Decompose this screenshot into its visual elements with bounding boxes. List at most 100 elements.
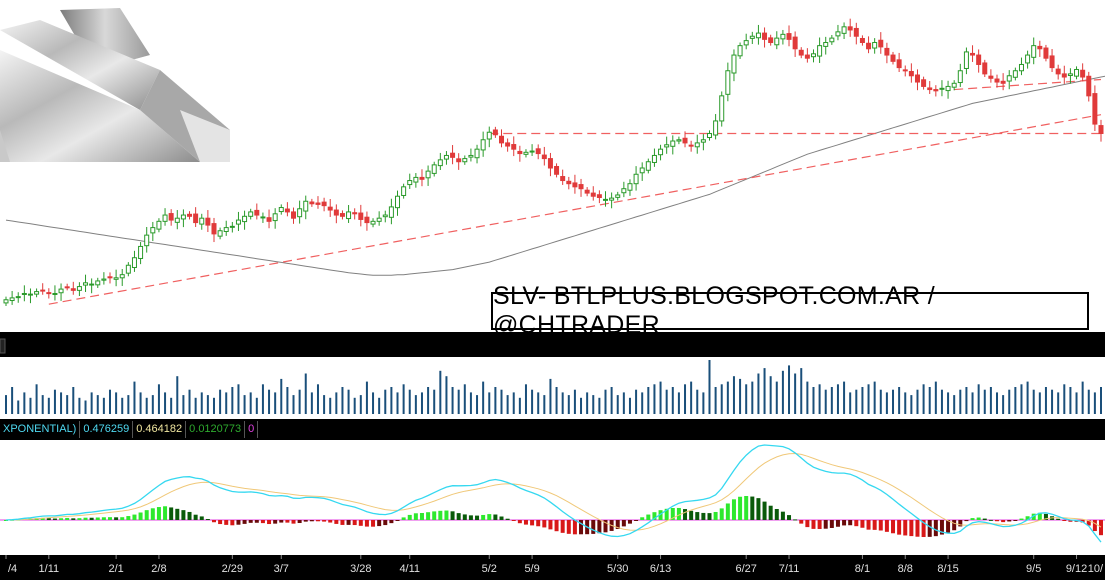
candle (303, 195, 309, 220)
macd-histogram-bar (475, 515, 480, 520)
macd-histogram-bar (487, 514, 492, 520)
volume-bar (794, 373, 797, 414)
time-axis-label: 4/11 (399, 563, 420, 575)
macd-histogram-bar (371, 520, 376, 527)
candle (1055, 64, 1061, 80)
volume-bar (17, 400, 20, 414)
volume-bar (573, 389, 576, 414)
time-axis-label: 2/29 (222, 563, 243, 575)
candle-body (835, 31, 841, 37)
candle (34, 288, 40, 298)
candle (541, 146, 547, 166)
candle (327, 198, 333, 217)
candle-body (774, 37, 780, 46)
candle-body (64, 286, 70, 289)
macd-histogram-bar (218, 520, 223, 525)
volume-bar (1044, 387, 1047, 414)
volume-bar (194, 397, 197, 414)
macd-histogram-bar (1025, 516, 1030, 520)
macd-histogram-bar (915, 520, 920, 537)
candle-body (755, 32, 761, 39)
candle (1067, 68, 1073, 84)
candle (566, 176, 572, 190)
volume-bar (298, 389, 301, 414)
candle (321, 197, 327, 212)
macd-histogram-bar (842, 520, 847, 526)
macd-histogram-bar (395, 520, 400, 521)
candle-body (1000, 80, 1006, 84)
volume-bar (176, 376, 179, 414)
macd-diff: 0.0120773 (186, 421, 246, 438)
volume-bar (922, 384, 925, 414)
volume-bar (849, 392, 852, 414)
candle-body (291, 211, 297, 219)
volume-bar (543, 395, 546, 414)
candle (395, 190, 401, 216)
macd-histogram-bar (664, 508, 669, 520)
macd-histogram-bar (285, 520, 290, 523)
macd-histogram-bar (548, 520, 553, 530)
macd-readout: XPONENTIAL) 0.476259 0.464182 0.0120773 … (0, 421, 259, 438)
macd-histogram-bar (738, 496, 743, 520)
candle-body (419, 176, 425, 180)
macd-histogram-bar (383, 520, 388, 526)
macd-histogram-bar (725, 503, 730, 520)
macd-histogram-bar (780, 511, 785, 520)
time-axis-label: 8/8 (898, 563, 913, 575)
candle (859, 35, 865, 46)
macd-histogram-bar (554, 520, 559, 532)
macd-histogram-bar (101, 517, 106, 520)
candle-body (810, 53, 816, 58)
macd-histogram-bar (982, 518, 987, 520)
candle-body (205, 217, 211, 226)
candle-body (83, 282, 89, 286)
macd-histogram-bar (1092, 520, 1097, 532)
volume-bar (261, 384, 264, 414)
macd-histogram-bar (444, 510, 449, 520)
candle (933, 85, 939, 97)
macd-histogram-bar (322, 520, 327, 522)
candle-body (101, 278, 107, 281)
volume-bar (280, 378, 283, 414)
candle-body (297, 208, 303, 218)
candle (95, 277, 101, 288)
time-axis-label: 9/5 (1026, 563, 1041, 575)
volume-bar (1087, 389, 1090, 414)
candle-body (621, 188, 627, 194)
volume-pane-handle[interactable] (0, 338, 6, 354)
macd-histogram-bar (297, 520, 302, 524)
candle (217, 227, 223, 240)
candle-body (187, 213, 193, 217)
macd-histogram-bar (615, 520, 620, 530)
candle-body (358, 212, 364, 220)
macd-histogram-bar (536, 520, 541, 527)
candle (713, 114, 719, 140)
macd-histogram-bar (750, 496, 755, 520)
candle (835, 24, 841, 41)
volume-bar (255, 397, 258, 414)
volume-bar (335, 392, 338, 414)
candle-body (951, 82, 957, 88)
candle-body (633, 173, 639, 185)
candle-body (957, 70, 963, 84)
macd-histogram-bar (872, 520, 877, 530)
candle-body (303, 200, 309, 212)
volume-bar (665, 389, 668, 414)
macd-histogram-bar (138, 512, 143, 520)
candle (976, 49, 982, 73)
volume-bar (420, 392, 423, 414)
candle-body (584, 189, 590, 194)
candle (535, 144, 541, 160)
candle-body (382, 214, 388, 218)
volume-bar (457, 389, 460, 414)
candle-body (859, 37, 865, 44)
candle (817, 37, 823, 63)
volume-bar (971, 392, 974, 414)
candle-body (762, 32, 768, 40)
candle (486, 126, 492, 148)
candle-body (229, 225, 235, 228)
time-axis-label: /4 (8, 563, 17, 575)
candle-body (260, 216, 266, 219)
volume-bar (219, 389, 222, 414)
